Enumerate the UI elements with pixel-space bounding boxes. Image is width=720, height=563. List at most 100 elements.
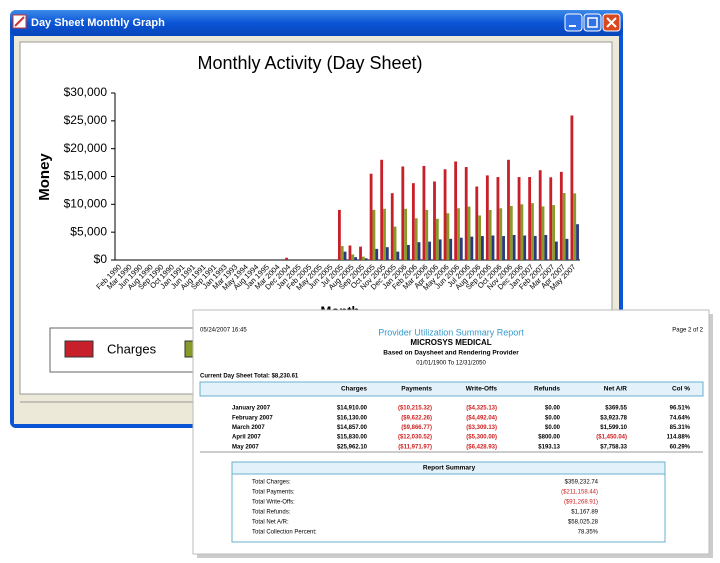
bar: [364, 258, 368, 260]
chart-title: Monthly Activity (Day Sheet): [197, 53, 422, 73]
bar: [520, 204, 524, 260]
row-label: April 2007: [232, 435, 261, 441]
bar: [549, 177, 553, 260]
bar: [507, 159, 510, 260]
summary-label: Total Net A/R:: [252, 520, 289, 526]
bar: [407, 244, 410, 260]
summary-label: Total Payments:: [252, 490, 295, 496]
table-cell: ($1,450.04): [596, 435, 627, 441]
column-header: Net A/R: [604, 386, 628, 393]
bar: [443, 169, 447, 260]
bar: [380, 159, 384, 260]
bar: [435, 218, 439, 260]
table-cell: ($6,428.93): [466, 444, 497, 450]
bar: [449, 238, 453, 260]
bar: [375, 248, 379, 260]
table-cell: $0.00: [545, 406, 561, 412]
table-cell: $14,910.00: [337, 406, 368, 412]
table-cell: $800.00: [538, 435, 560, 441]
y-tick-label: $5,000: [70, 224, 107, 238]
bar: [361, 256, 365, 260]
table-cell: ($9,866.77): [401, 425, 432, 431]
bar: [359, 246, 362, 260]
summary-value: 78.35%: [578, 530, 599, 536]
table-cell: ($11,971.97): [398, 444, 432, 450]
bar: [570, 115, 574, 260]
table-cell: $369.55: [605, 406, 627, 412]
summary-value: $58,025.28: [568, 520, 599, 526]
table-cell: $16,130.00: [337, 415, 368, 421]
bar: [565, 238, 569, 260]
minimize-button[interactable]: [564, 13, 583, 32]
bar: [459, 237, 463, 260]
bar: [470, 236, 474, 260]
bar: [390, 193, 394, 260]
column-header: Col %: [672, 386, 690, 393]
table-cell: ($4,325.13): [466, 406, 497, 412]
summary-value: ($91,268.91): [564, 500, 598, 506]
bar: [454, 161, 458, 260]
report-basis: Based on Daysheet and Rendering Provider: [383, 350, 519, 357]
bar: [285, 257, 288, 260]
y-tick-label: $25,000: [64, 113, 108, 127]
table-cell: 96.51%: [670, 406, 691, 412]
bar: [576, 224, 579, 260]
row-label: May 2007: [232, 444, 259, 450]
y-tick-label: $20,000: [64, 141, 108, 155]
table-cell: $3,923.78: [600, 415, 627, 421]
bar: [372, 209, 376, 260]
bar: [499, 208, 503, 260]
bar: [562, 193, 566, 260]
table-cell: ($10,215.32): [398, 406, 432, 412]
bar: [464, 167, 468, 260]
maximize-button[interactable]: [583, 13, 602, 32]
bar: [404, 208, 408, 260]
bar: [351, 254, 355, 260]
row-label: March 2007: [232, 425, 265, 431]
report: 05/24/2007 16:45 Page 2 of 2 Provider Ut…: [192, 309, 713, 558]
bar: [428, 241, 431, 260]
summary-label: Total Collection Percent:: [252, 530, 317, 536]
table-cell: $15,830.00: [337, 435, 368, 441]
bar: [528, 177, 532, 260]
summary-value: $1,167.89: [571, 510, 598, 516]
table-header: [199, 381, 704, 397]
summary-value: ($211,158.44): [561, 490, 598, 496]
bar: [496, 177, 500, 260]
bar: [433, 181, 436, 260]
bar: [478, 215, 482, 260]
bar: [502, 236, 505, 260]
table-cell: $193.13: [538, 444, 560, 450]
bar: [343, 251, 347, 260]
table-cell: $0.00: [545, 415, 561, 421]
bar: [512, 234, 516, 260]
report-timestamp: 05/24/2007 16:45: [200, 328, 247, 334]
y-tick-label: $0: [94, 252, 108, 266]
column-header: Refunds: [534, 386, 560, 393]
summary-label: Total Charges:: [252, 480, 291, 486]
bar: [559, 171, 563, 260]
report-current-total: Current Day Sheet Total: $8,230.61: [200, 374, 299, 380]
bar: [531, 203, 534, 260]
y-tick-label: $30,000: [64, 85, 108, 99]
y-axis-label: Money: [36, 153, 53, 201]
summary-label: Total Refunds:: [252, 510, 291, 516]
table-cell: ($9,622.26): [401, 415, 432, 421]
bar: [475, 186, 479, 260]
table-cell: $7,758.33: [600, 444, 627, 450]
summary-title: Report Summary: [423, 465, 476, 472]
bar: [541, 206, 545, 260]
bar: [425, 209, 429, 260]
table-cell: ($3,309.13): [466, 425, 497, 431]
legend-swatch: [64, 340, 94, 358]
bar: [467, 206, 471, 260]
table-cell: ($4,492.04): [466, 415, 497, 421]
summary-value: $359,232.74: [565, 480, 599, 486]
bar: [491, 235, 495, 260]
bar: [422, 165, 426, 260]
bar: [554, 241, 558, 260]
bar: [517, 177, 521, 260]
summary-box: [231, 461, 666, 543]
table-cell: $25,962.10: [337, 444, 368, 450]
